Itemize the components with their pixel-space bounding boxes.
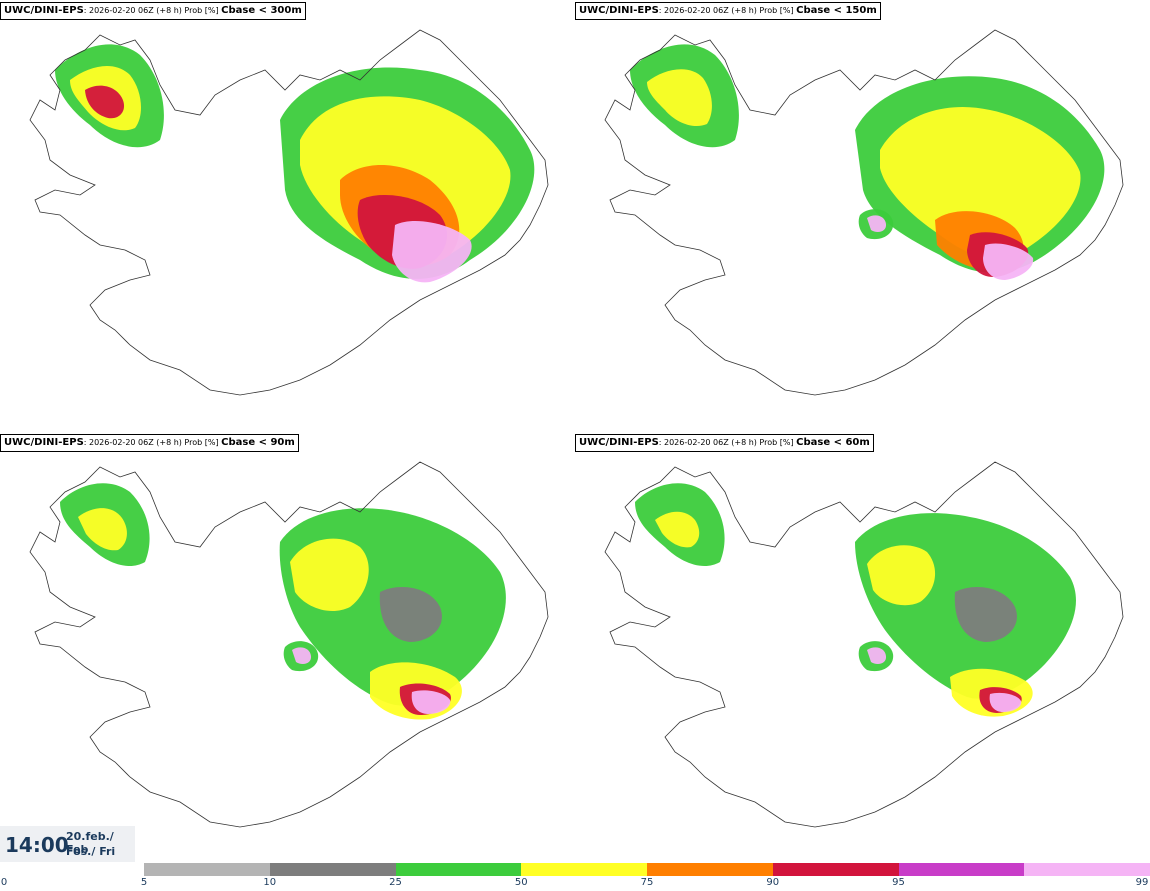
iceland-map xyxy=(29,29,549,396)
colorbar-segment xyxy=(521,863,647,876)
probability-contour xyxy=(655,511,700,548)
probability-contour xyxy=(411,690,451,714)
iceland-map xyxy=(29,461,549,828)
colorbar-segment xyxy=(647,863,773,876)
iceland-coastline xyxy=(604,461,1124,828)
colorbar-segment xyxy=(269,863,396,876)
colorbar-tick-label: 25 xyxy=(389,877,402,888)
map-panel-300m: UWC/DINI-EPS: 2026-02-20 06Z (+8 h) Prob… xyxy=(0,0,575,430)
panel-title: UWC/DINI-EPS: 2026-02-20 06Z (+8 h) Prob… xyxy=(575,434,874,452)
probability-field xyxy=(635,483,1076,717)
probability-contour xyxy=(647,69,712,127)
colorbar-tick-label: 90 xyxy=(766,877,780,888)
colorbar-segment xyxy=(1024,863,1150,876)
probability-contour xyxy=(989,692,1022,712)
colorbar-tick-label: 10 xyxy=(263,877,277,888)
iceland-coastline xyxy=(29,461,549,828)
panel-title: UWC/DINI-EPS: 2026-02-20 06Z (+8 h) Prob… xyxy=(0,434,299,452)
colorbar-segment xyxy=(144,863,270,876)
panel-title: UWC/DINI-EPS: 2026-02-20 06Z (+8 h) Prob… xyxy=(575,2,881,20)
probability-contour xyxy=(290,538,369,612)
valid-time-box: 14:00 20.feb./ Feb Fös./ Fri xyxy=(0,826,135,862)
probability-contour xyxy=(85,85,125,119)
probability-contour xyxy=(78,508,127,551)
valid-date: 20.feb./ Feb xyxy=(66,830,114,856)
probability-contour xyxy=(867,545,936,606)
colorbar-tick-label: 50 xyxy=(514,877,528,888)
iceland-coastline xyxy=(29,29,549,396)
probability-contour xyxy=(292,647,312,664)
map-panel-90m: UWC/DINI-EPS: 2026-02-20 06Z (+8 h) Prob… xyxy=(0,432,575,862)
colorbar-segment xyxy=(395,863,522,876)
probability-contour xyxy=(867,215,887,232)
valid-time: 14:00 xyxy=(5,833,69,857)
probability-field xyxy=(55,44,535,283)
probability-contour xyxy=(983,243,1034,280)
iceland-coastline xyxy=(604,29,1124,396)
colorbar-segment xyxy=(772,863,899,876)
map-panel-60m: UWC/DINI-EPS: 2026-02-20 06Z (+8 h) Prob… xyxy=(575,432,1150,862)
iceland-map xyxy=(604,461,1124,828)
map-panel-150m: UWC/DINI-EPS: 2026-02-20 06Z (+8 h) Prob… xyxy=(575,0,1150,430)
colorbar-tick-label: 0 xyxy=(0,877,8,888)
probability-contour xyxy=(954,587,1017,642)
colorbar-tick-label: 75 xyxy=(640,877,654,888)
probability-contour xyxy=(379,587,442,642)
colorbar-tick-label: 5 xyxy=(140,877,148,888)
valid-weekday: Fös./ Fri xyxy=(66,845,116,858)
colorbar-tick-label: 95 xyxy=(892,877,905,888)
probability-colorbar xyxy=(144,863,1150,876)
probability-contour xyxy=(392,220,472,283)
probability-contour xyxy=(880,106,1081,259)
panel-title: UWC/DINI-EPS: 2026-02-20 06Z (+8 h) Prob… xyxy=(0,2,306,20)
colorbar-tick-label: 99 xyxy=(1135,877,1149,888)
colorbar-segment xyxy=(898,863,1025,876)
probability-field xyxy=(630,44,1105,280)
probability-field xyxy=(60,483,506,720)
iceland-map xyxy=(604,29,1124,396)
probability-contour xyxy=(867,647,887,664)
